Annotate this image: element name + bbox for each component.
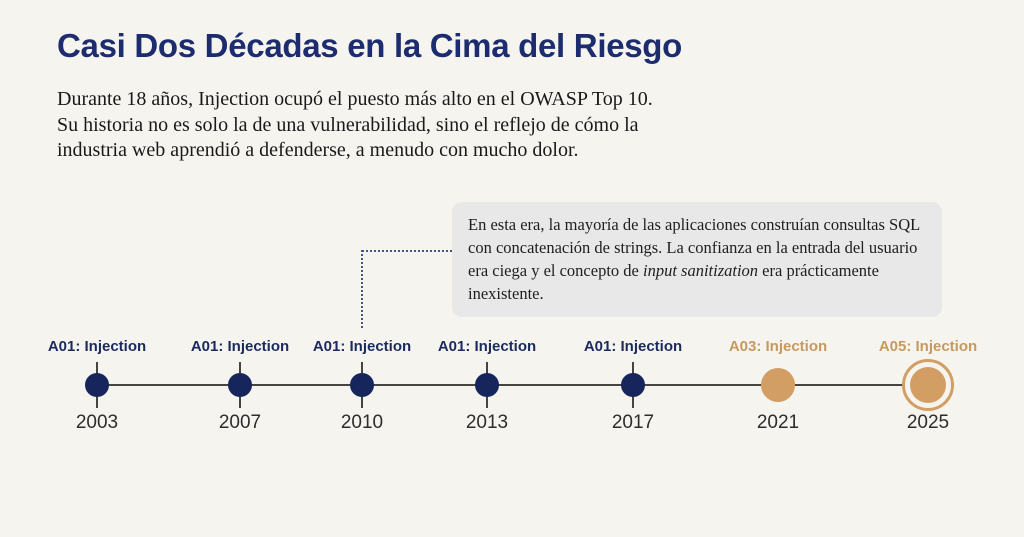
timeline-entry-label: A03: Injection xyxy=(728,338,828,355)
intro-line: industria web aprendió a defenderse, a m… xyxy=(57,139,579,161)
timeline-year-label: 2017 xyxy=(611,412,655,433)
timeline-point-2010: A01: Injection 2010 xyxy=(282,336,442,446)
callout-connector-vertical xyxy=(361,250,363,328)
timeline-point-2003: A01: Injection 2003 xyxy=(17,336,177,446)
timeline-point-2007: A01: Injection 2007 xyxy=(160,336,320,446)
timeline-point-2013: A01: Injection 2013 xyxy=(407,336,567,446)
timeline-year-label: 2007 xyxy=(218,412,262,433)
callout-text-after: era prácticamente inexistente. xyxy=(468,261,879,303)
era-callout: En esta era, la mayoría de las aplicacio… xyxy=(452,202,942,317)
timeline-year-label: 2021 xyxy=(756,412,800,433)
timeline-year-label: 2003 xyxy=(75,412,119,433)
callout-text-before: En esta era, la mayoría de las aplicacio… xyxy=(468,215,920,280)
timeline-entry-label: A01: Injection xyxy=(190,338,290,355)
timeline-year-label: 2010 xyxy=(340,412,384,433)
intro-line: Durante 18 años, Injection ocupó el pues… xyxy=(57,88,653,110)
timeline-ring xyxy=(902,359,954,411)
timeline-dot xyxy=(910,367,946,403)
timeline-dot xyxy=(761,368,795,402)
timeline-dot xyxy=(85,373,109,397)
callout-text-italic: input sanitization xyxy=(642,261,759,280)
timeline-axis-line xyxy=(97,384,902,386)
timeline-entry-label: A01: Injection xyxy=(583,338,683,355)
timeline-dot xyxy=(228,373,252,397)
timeline-point-2021: A03: Injection 2021 xyxy=(698,336,858,446)
intro-line: Su historia no es solo la de una vulnera… xyxy=(57,113,639,136)
page-title: Casi Dos Décadas en la Cima del Riesgo xyxy=(57,27,683,64)
timeline-year-label: 2025 xyxy=(906,412,950,433)
timeline-point-2025: A05: Injection 2025 xyxy=(848,336,1008,446)
timeline-entry-label: A01: Injection xyxy=(47,338,147,355)
timeline-point-2017: A01: Injection 2017 xyxy=(553,336,713,446)
timeline-year-label: 2013 xyxy=(465,412,509,433)
timeline-entry-label: A01: Injection xyxy=(312,338,412,355)
intro-paragraph: Durante 18 años, Injection ocupó el pues… xyxy=(57,87,653,164)
timeline-dot xyxy=(621,373,645,397)
timeline-dot xyxy=(350,373,374,397)
timeline-entry-label: A05: Injection xyxy=(878,338,978,355)
timeline-dot xyxy=(475,373,499,397)
callout-connector-horizontal xyxy=(362,250,452,252)
timeline-entry-label: A01: Injection xyxy=(437,338,537,355)
